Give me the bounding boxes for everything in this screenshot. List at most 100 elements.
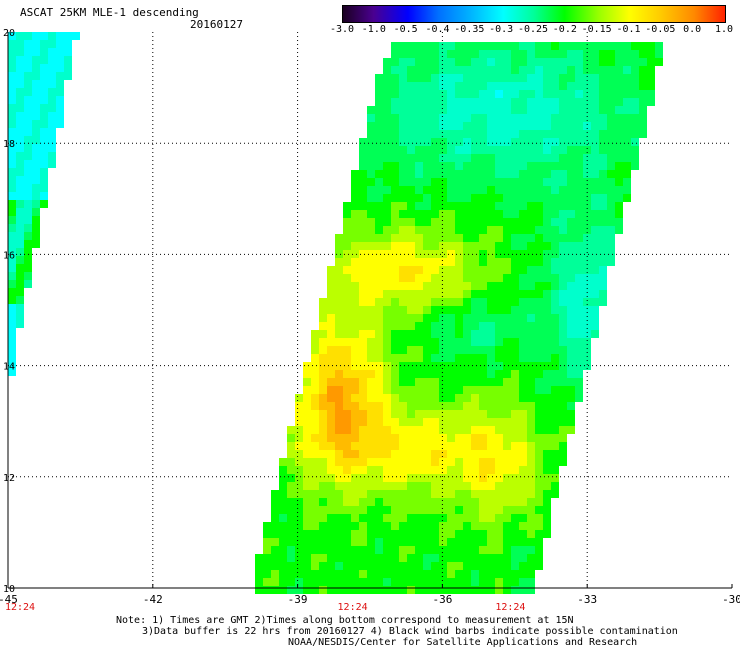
swath-cell xyxy=(567,274,575,282)
swath-cell xyxy=(439,490,447,498)
swath-cell xyxy=(335,410,343,418)
swath-cell xyxy=(527,514,535,522)
swath-cell xyxy=(375,258,383,266)
swath-cell xyxy=(615,82,623,90)
swath-cell xyxy=(367,194,375,202)
swath-cell xyxy=(311,418,319,426)
swath-cell xyxy=(303,554,311,562)
swath-cell xyxy=(279,482,287,490)
swath-cell xyxy=(423,42,431,50)
swath-cell xyxy=(463,418,471,426)
swath-cell xyxy=(575,306,583,314)
swath-cell xyxy=(423,234,431,242)
swath-cell xyxy=(535,362,543,370)
swath-cell xyxy=(367,290,375,298)
swath-cell xyxy=(327,530,335,538)
swath-cell xyxy=(415,90,423,98)
swath-cell xyxy=(375,218,383,226)
swath-cell xyxy=(503,474,511,482)
swath-cell xyxy=(527,346,535,354)
swath-cell xyxy=(439,554,447,562)
swath-cell xyxy=(551,210,559,218)
swath-cell xyxy=(367,378,375,386)
swath-cell xyxy=(431,82,439,90)
swath-cell xyxy=(495,58,503,66)
swath-cell xyxy=(519,138,527,146)
swath-cell xyxy=(503,586,511,594)
swath-cell xyxy=(559,370,567,378)
swath-cell xyxy=(367,274,375,282)
swath-cell xyxy=(535,506,543,514)
swath-cell xyxy=(359,394,367,402)
swath-cell xyxy=(559,114,567,122)
swath-cell xyxy=(391,426,399,434)
swath-cell xyxy=(479,578,487,586)
swath-cell xyxy=(16,320,24,328)
swath-cell xyxy=(311,458,319,466)
swath-cell xyxy=(591,170,599,178)
swath-cell xyxy=(575,258,583,266)
note-line-2: 3)Data buffer is 22 hrs from 20160127 4)… xyxy=(142,626,678,637)
swath-cell xyxy=(407,98,415,106)
swath-cell xyxy=(431,202,439,210)
swath-cell xyxy=(431,482,439,490)
swath-cell xyxy=(343,338,351,346)
swath-cell xyxy=(423,210,431,218)
swath-cell xyxy=(455,162,463,170)
swath-cell xyxy=(607,162,615,170)
swath-cell xyxy=(343,346,351,354)
swath-cell xyxy=(511,586,519,594)
swath-cell xyxy=(511,346,519,354)
swath-cell xyxy=(535,562,543,570)
swath-cell xyxy=(503,562,511,570)
swath-cell xyxy=(607,178,615,186)
swath-cell xyxy=(535,58,543,66)
swath-cell xyxy=(503,554,511,562)
swath-cell xyxy=(303,426,311,434)
swath-cell xyxy=(287,434,295,442)
swath-cell xyxy=(24,264,32,272)
swath-cell xyxy=(455,218,463,226)
swath-cell xyxy=(343,202,351,210)
swath-cell xyxy=(583,338,591,346)
product-title: ASCAT 25KM MLE-1 descending xyxy=(20,6,199,19)
swath-cell xyxy=(375,442,383,450)
swath-cell xyxy=(487,330,495,338)
swath-cell xyxy=(551,74,559,82)
swath-cell xyxy=(639,50,647,58)
swath-cell xyxy=(359,298,367,306)
swath-cell xyxy=(607,82,615,90)
swath-cell xyxy=(351,242,359,250)
swath-cell xyxy=(8,336,16,344)
swath-cell xyxy=(431,474,439,482)
swath-cell xyxy=(391,466,399,474)
swath-cell xyxy=(447,314,455,322)
swath-cell xyxy=(24,184,32,192)
swath-cell xyxy=(519,458,527,466)
swath-cell xyxy=(335,458,343,466)
swath-cell xyxy=(439,218,447,226)
swath-cell xyxy=(583,274,591,282)
swath-cell xyxy=(479,226,487,234)
swath-cell xyxy=(439,586,447,594)
swath-cell xyxy=(623,90,631,98)
swath-cell xyxy=(279,466,287,474)
swath-cell xyxy=(399,178,407,186)
swath-cell xyxy=(431,298,439,306)
swath-cell xyxy=(391,338,399,346)
swath-cell xyxy=(471,418,479,426)
swath-cell xyxy=(479,362,487,370)
swath-cell xyxy=(455,74,463,82)
swath-cell xyxy=(399,74,407,82)
swath-cell xyxy=(407,402,415,410)
swath-cell xyxy=(439,74,447,82)
swath-cell xyxy=(535,194,543,202)
swath-cell xyxy=(367,498,375,506)
swath-cell xyxy=(519,362,527,370)
swath-cell xyxy=(327,554,335,562)
swath-cell xyxy=(471,50,479,58)
swath-cell xyxy=(327,314,335,322)
swath-cell xyxy=(303,362,311,370)
swath-cell xyxy=(391,490,399,498)
swath-cell xyxy=(479,514,487,522)
